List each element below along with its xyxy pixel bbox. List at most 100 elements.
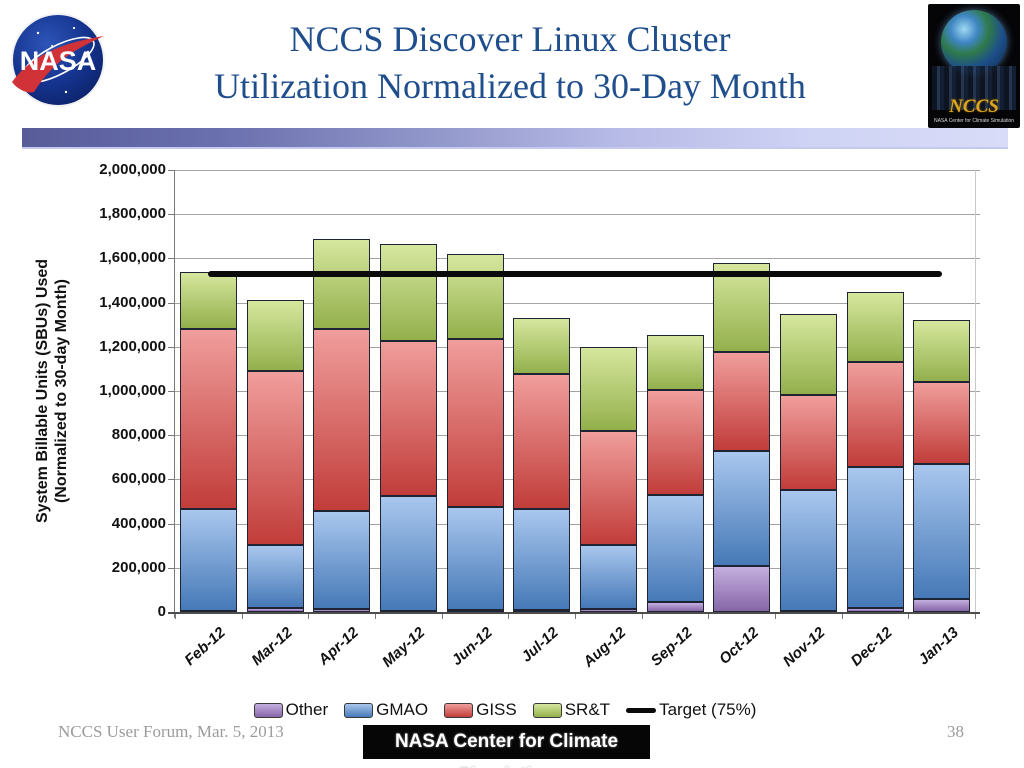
legend-swatch-icon: [532, 702, 562, 718]
y-axis-tick: [168, 523, 175, 525]
bar-segment-srt-dec-12: [846, 291, 904, 363]
legend-swatch-icon: [444, 702, 474, 718]
y-axis-title-line1: System Billable Units (SBUs) Used: [34, 258, 51, 524]
gridline: [175, 214, 975, 216]
y-axis-tick: [168, 391, 175, 392]
legend-item-target: Target (75%): [626, 700, 756, 720]
bar-segment-other-oct-12: [713, 565, 771, 612]
x-axis-tick: [375, 612, 376, 619]
title-line-1: NCCS Discover Linux Cluster: [289, 19, 731, 59]
x-tick-label-feb-12: Feb-12: [181, 624, 229, 669]
y-tick-label: 2,000,000: [99, 161, 166, 178]
y-tick-label: 1,800,000: [99, 205, 166, 223]
bar-segment-other-jul-12: [513, 609, 571, 612]
x-tick-label-apr-12: Apr-12: [315, 624, 363, 669]
x-axis-tick: [775, 612, 776, 619]
utilization-stacked-bar-chart: 0 200,000 400,000 600,000 800,000 1,000,000 1,…: [0, 150, 1024, 710]
y-axis-tick-right: [975, 391, 980, 392]
x-axis-tick: [908, 612, 910, 619]
nccs-logo-text: NCCS: [949, 96, 999, 117]
y-axis-tick: [168, 346, 175, 348]
bar-segment-giss-sep-12: [646, 389, 704, 495]
page-title: NCCS Discover Linux Cluster Utilization …: [110, 16, 910, 110]
x-tick-label-jan-13: Jan-13: [915, 624, 963, 669]
earth-icon: [941, 10, 1007, 74]
bar-segment-srt-jan-13: [913, 320, 971, 383]
y-axis-tick-right: [975, 346, 980, 348]
x-tick-label-jun-12: Jun-12: [448, 624, 496, 669]
bar-segment-gmao-nov-12: [779, 490, 837, 611]
legend-target-line-icon: [626, 707, 657, 713]
bar-segment-gmao-jun-12: [446, 507, 504, 610]
y-tick-label: 200,000: [111, 558, 166, 576]
y-axis-tick: [168, 435, 175, 437]
bar-segment-other-aug-12: [579, 608, 637, 612]
title-line-2: Utilization Normalized to 30-Day Month: [214, 66, 806, 106]
x-axis-tick: [508, 612, 510, 619]
bar-segment-other-jun-12: [446, 609, 504, 612]
bar-segment-giss-may-12: [379, 341, 437, 496]
nccs-logo-caption: NASA Center for Climate Simulation: [933, 118, 1015, 124]
y-tick-label: 1,600,000: [99, 249, 166, 267]
bar-segment-other-sep-12: [646, 602, 704, 612]
target-line: [208, 270, 942, 277]
page-number: 38: [947, 722, 964, 741]
bar-segment-gmao-sep-12: [646, 494, 704, 603]
plot-right-border: [975, 170, 976, 612]
gridline: [175, 479, 975, 481]
x-axis-tick: [975, 612, 976, 619]
bar-segment-giss-jul-12: [513, 374, 571, 510]
x-tick-label-sep-12: Sep-12: [647, 624, 696, 670]
bar-segment-srt-sep-12: [646, 334, 704, 390]
decorative-gradient-band: [22, 128, 1008, 149]
legend-swatch-icon: [253, 702, 283, 718]
bar-segment-other-jan-13: [913, 598, 971, 612]
bar-segment-other-mar-12: [246, 607, 304, 612]
y-axis-tick: [168, 567, 175, 569]
bar-segment-gmao-aug-12: [579, 544, 637, 609]
x-axis-tick: [308, 612, 310, 619]
gridline: [175, 258, 975, 260]
y-axis-title-line2: (Normalized to 30-day Month): [53, 279, 70, 504]
computer-racks-icon: [932, 66, 1016, 110]
y-axis-tick: [168, 479, 175, 481]
y-axis-tick-right: [975, 435, 980, 437]
gridline: [175, 302, 975, 304]
y-axis-tick: [168, 258, 175, 260]
legend-item-other: Other: [253, 700, 328, 720]
x-tick-label-nov-12: Nov-12: [780, 624, 829, 671]
gridline: [175, 346, 975, 348]
y-axis-tick: [168, 170, 175, 171]
y-tick-label: 600,000: [111, 470, 166, 488]
gridline: [175, 567, 975, 569]
chart-legend: Other GMAO GISS SR&T Target (75%): [0, 700, 1010, 720]
gridline: [175, 391, 975, 392]
gridline: [175, 170, 975, 171]
x-tick-label-aug-12: Aug-12: [579, 624, 629, 671]
y-tick-label: 400,000: [111, 514, 166, 532]
bar-segment-srt-nov-12: [779, 313, 837, 396]
y-axis-line: [174, 170, 175, 618]
y-axis-tick-right: [975, 302, 980, 304]
x-tick-label-dec-12: Dec-12: [847, 624, 896, 670]
bar-segment-srt-feb-12: [179, 271, 237, 330]
x-tick-label-mar-12: Mar-12: [248, 624, 296, 669]
legend-item-srt: SR&T: [532, 700, 610, 720]
x-tick-label-jul-12: Jul-12: [518, 624, 563, 666]
y-tick-label: 800,000: [111, 426, 166, 444]
bar-segment-srt-oct-12: [713, 262, 771, 353]
bar-segment-srt-aug-12: [579, 346, 637, 431]
y-axis-tick-right: [975, 258, 980, 260]
x-tick-label-may-12: May-12: [379, 624, 429, 671]
gridline: [175, 523, 975, 525]
y-tick-label: 1,000,000: [99, 382, 166, 399]
bar-segment-srt-jul-12: [513, 318, 571, 375]
legend-label: GMAO: [376, 700, 429, 719]
bar-segment-giss-mar-12: [246, 371, 304, 545]
bar-segment-srt-jun-12: [446, 253, 504, 340]
x-tick-label-oct-12: Oct-12: [715, 624, 763, 668]
x-axis-line: [168, 612, 980, 614]
bar-segment-giss-jun-12: [446, 339, 504, 508]
y-axis-tick: [168, 214, 175, 216]
y-axis-tick-right: [975, 479, 980, 481]
